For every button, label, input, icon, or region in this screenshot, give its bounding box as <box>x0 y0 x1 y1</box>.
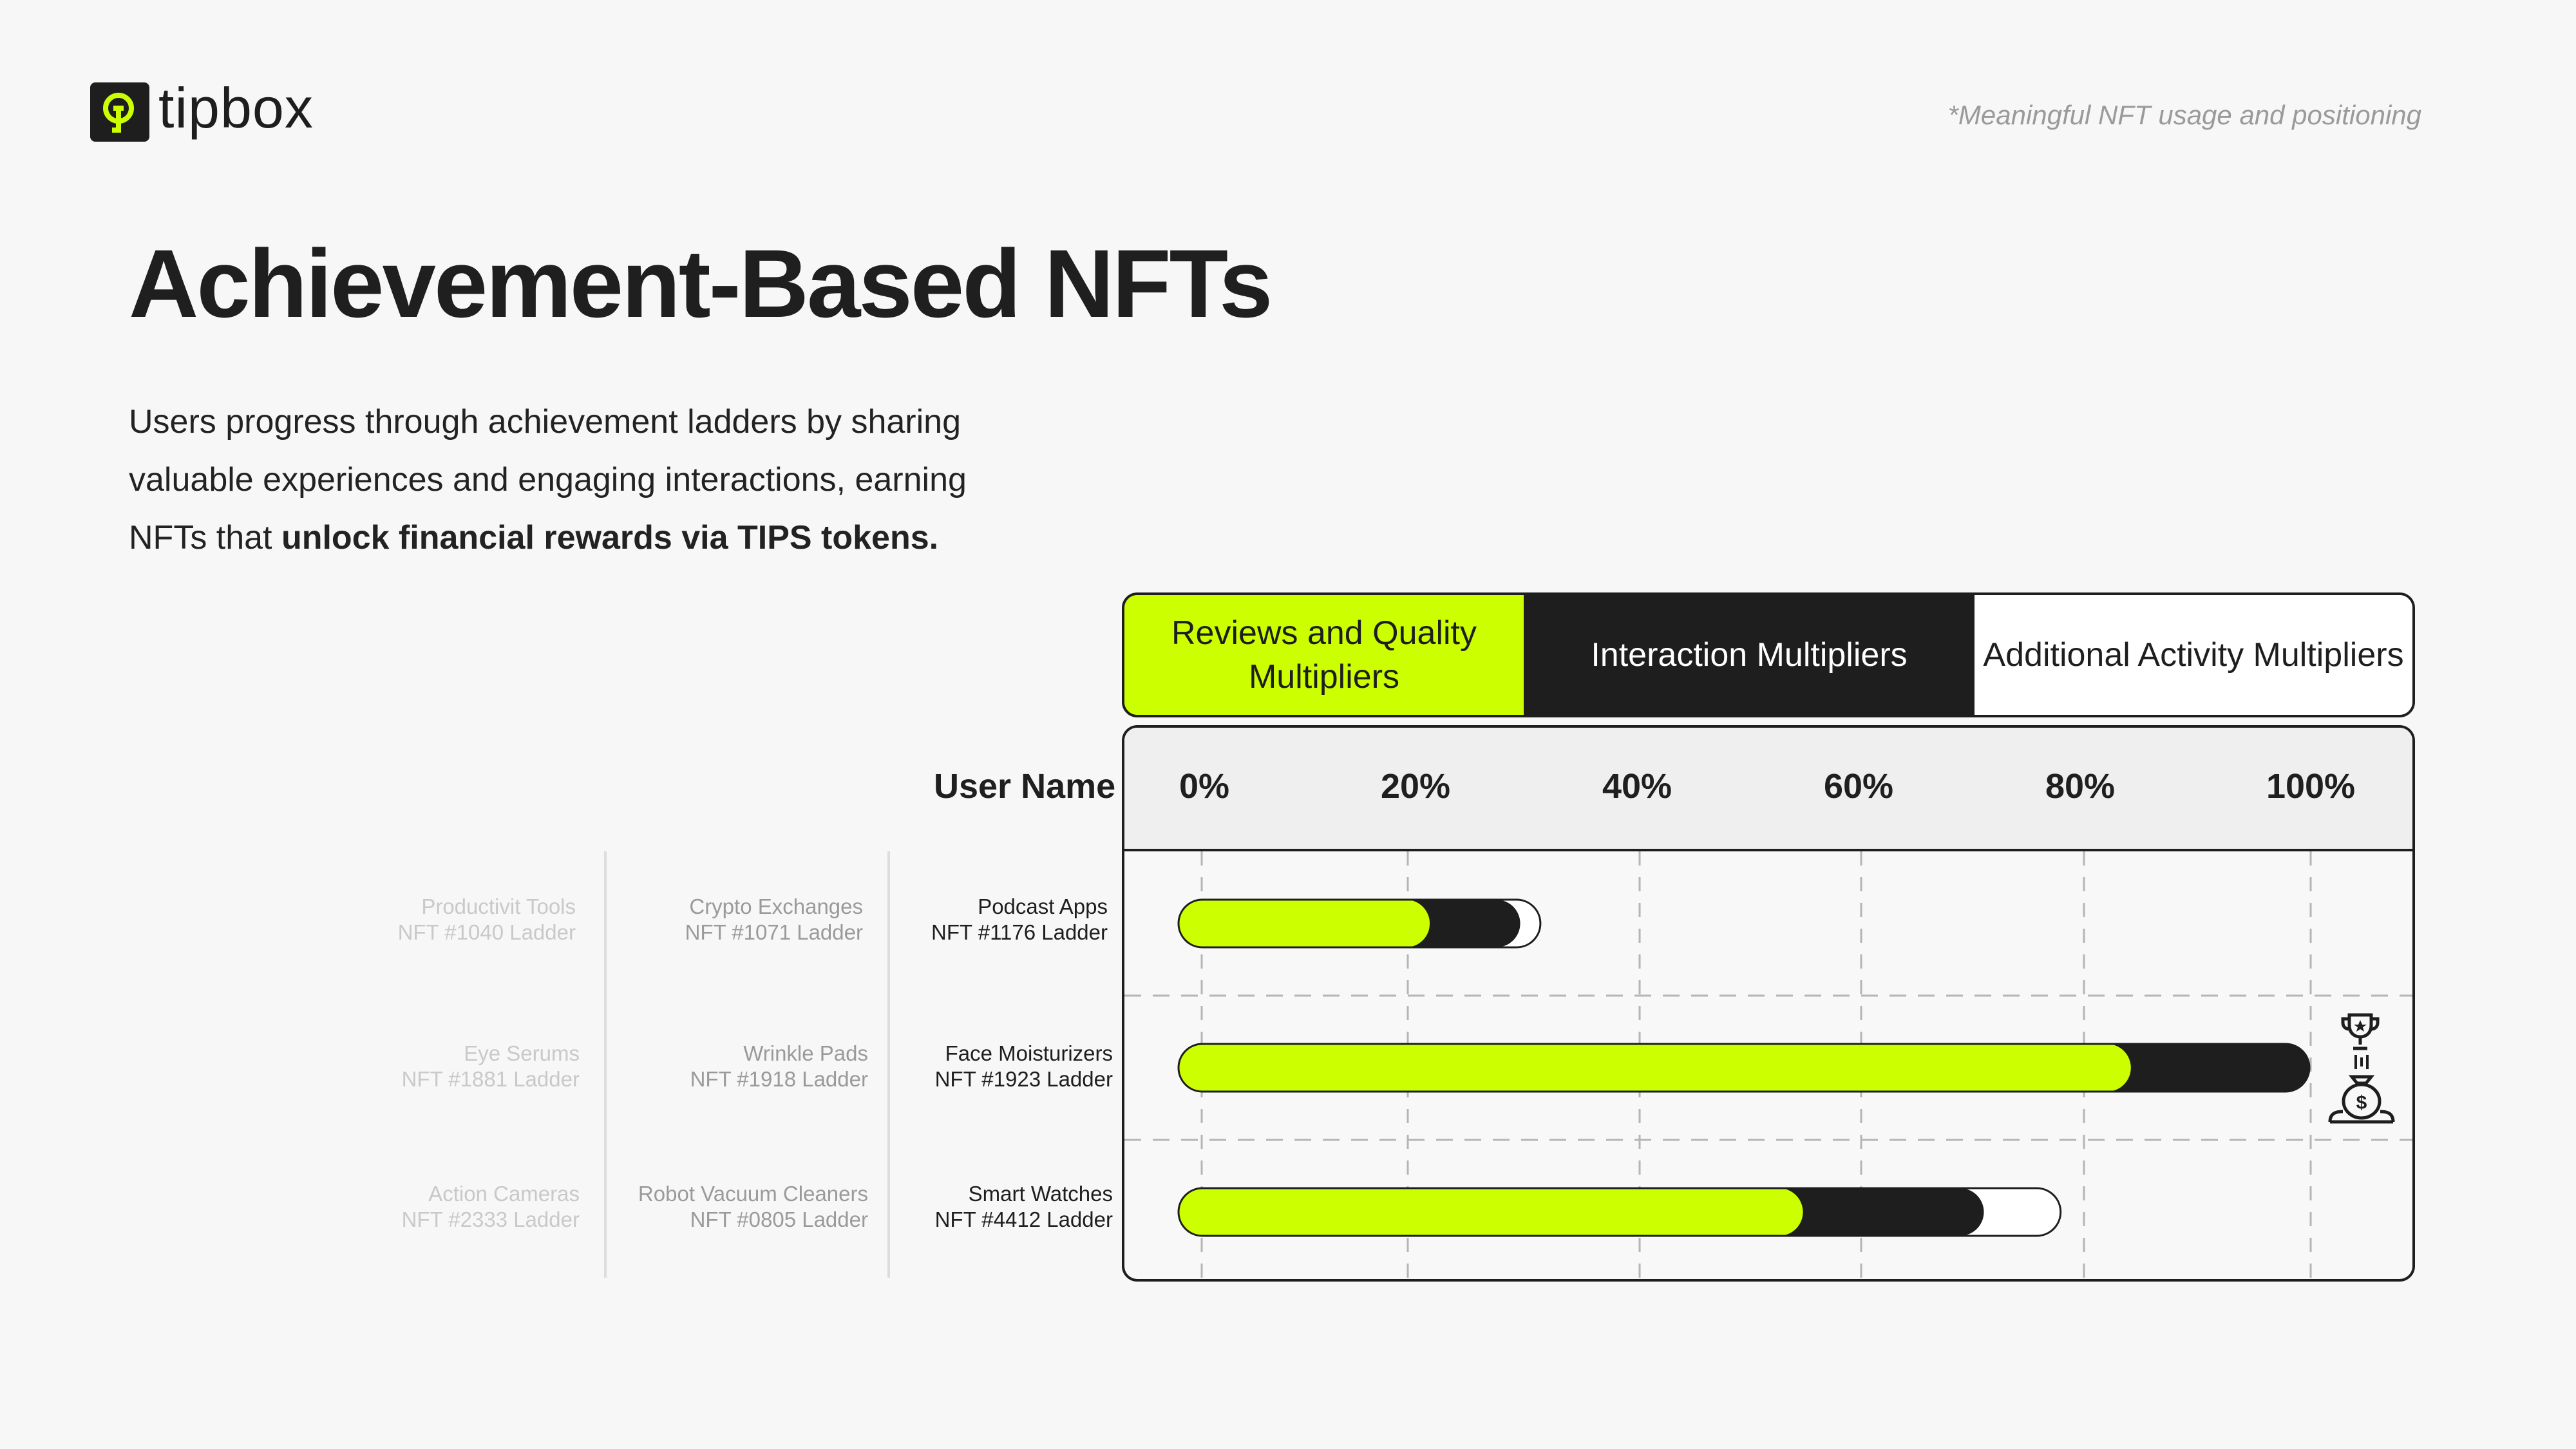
x-tick-80: 80% <box>2045 767 2116 806</box>
bar-row-3 <box>1179 1188 2061 1236</box>
bar-row-1 <box>1179 900 1540 947</box>
intro-line-2: valuable experiences and engaging intera… <box>129 461 967 498</box>
bar-outline-row-1 <box>1177 898 1542 949</box>
legend-tabs: Reviews and Quality Multipliers Interact… <box>1122 592 2415 717</box>
column-divider-2 <box>887 851 890 1278</box>
bar-segment-row3-series2 <box>1755 1188 1984 1236</box>
x-tick-20: 20% <box>1380 767 1451 806</box>
col2-row1-label: Crypto Exchanges NFT #1071 Ladder <box>685 895 863 944</box>
tipbox-logo-icon <box>90 82 149 142</box>
bar-outline-row-3 <box>1177 1187 2062 1237</box>
legend-additional-activity[interactable]: Additional Activity Multipliers <box>1975 595 2412 715</box>
usage-note: *Meaningful NFT usage and positioning <box>1947 100 2421 130</box>
bar-segment-row2-series1 <box>1179 1044 2131 1092</box>
user-name-header: User Name <box>934 767 1116 806</box>
page-title: Achievement-Based NFTs <box>129 229 1273 337</box>
transfer-lines-icon <box>2352 1054 2371 1074</box>
trophy-icon <box>2338 1010 2383 1058</box>
chart-plot-area <box>1124 851 2412 1279</box>
col1-row2-label: Eye Serums NFT #1881 Ladder <box>401 1041 580 1091</box>
brand-name: tipbox <box>158 76 314 140</box>
col1-row1-label: Productivit Tools NFT #1040 Ladder <box>397 895 576 944</box>
progress-chart: 0% 20% 40% 60% 80% 100% <box>1122 725 2415 1282</box>
chart-axis-header: 0% 20% 40% 60% 80% 100% <box>1124 728 2412 851</box>
intro-line-1: Users progress through achievement ladde… <box>129 403 961 440</box>
money-bag-icon: $ <box>2326 1072 2397 1128</box>
intro-line-3: NFTs that unlock financial rewards via T… <box>129 509 1095 567</box>
svg-text:$: $ <box>2356 1092 2367 1113</box>
legend-reviews-quality[interactable]: Reviews and Quality Multipliers <box>1124 595 1524 715</box>
legend-interaction[interactable]: Interaction Multipliers <box>1524 595 1975 715</box>
x-tick-100: 100% <box>2266 767 2356 806</box>
col1-row3-label: Action Cameras NFT #2333 Ladder <box>401 1182 580 1231</box>
bar-segment-row1-series1 <box>1179 900 1430 947</box>
x-tick-40: 40% <box>1602 767 1672 806</box>
bar-row-2 <box>1179 1044 2309 1092</box>
bar-segment-row3-series1 <box>1179 1188 1803 1236</box>
bar-segment-row2-series2 <box>2083 1044 2309 1092</box>
bar-outline-row-2 <box>1177 1043 2311 1093</box>
col2-row2-label: Wrinkle Pads NFT #1918 Ladder <box>690 1041 868 1091</box>
x-tick-0: 0% <box>1179 767 1230 806</box>
intro-paragraph: Users progress through achievement ladde… <box>129 393 1095 567</box>
column-divider-1 <box>604 851 607 1278</box>
user-row1-label: Podcast Apps NFT #1176 Ladder <box>931 895 1108 944</box>
user-row2-label: Face Moisturizers NFT #1923 Ladder <box>934 1041 1113 1091</box>
intro-line-3-bold: unlock financial rewards via TIPS tokens… <box>281 519 939 556</box>
col2-row3-label: Robot Vacuum Cleaners NFT #0805 Ladder <box>638 1182 868 1231</box>
user-row3-label: Smart Watches NFT #4412 Ladder <box>934 1182 1113 1231</box>
intro-line-3-plain: NFTs that <box>129 519 281 556</box>
x-tick-60: 60% <box>1823 767 1894 806</box>
